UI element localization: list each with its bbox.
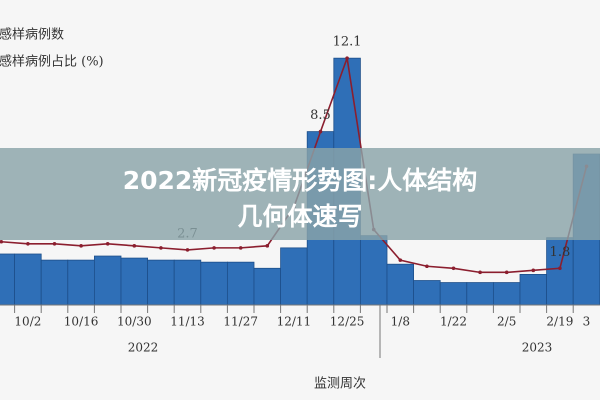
point xyxy=(451,266,456,271)
year-label: 2023 xyxy=(522,341,553,355)
bar xyxy=(14,253,42,306)
x-tick-label: 2/5 xyxy=(497,315,516,329)
bar xyxy=(40,259,69,306)
point xyxy=(318,129,323,134)
bar xyxy=(67,259,95,306)
point xyxy=(26,242,30,246)
bar xyxy=(226,261,255,306)
bar xyxy=(466,282,494,306)
point xyxy=(159,246,163,250)
legend-entry: 流感样病例数 xyxy=(0,27,64,43)
banner-background xyxy=(0,148,600,240)
x-tick-label: 10/2 xyxy=(14,315,41,329)
bar xyxy=(519,273,548,306)
x-tick-label: 10/30 xyxy=(117,315,152,329)
x-tick-label: 11/27 xyxy=(223,315,258,329)
point xyxy=(132,244,137,248)
bar xyxy=(413,280,441,306)
x-axis-title: 监测周次 xyxy=(314,376,366,392)
legend-entry: 流感样病例占比 (%) xyxy=(0,54,104,70)
x-tick-label: 1/8 xyxy=(391,315,410,329)
year-label: 2022 xyxy=(128,341,159,355)
x-tick-label: 2/19 xyxy=(546,315,573,329)
point xyxy=(185,248,190,252)
x-tick-label: 1/22 xyxy=(440,315,467,329)
point xyxy=(558,266,562,271)
bar xyxy=(94,255,122,306)
data-label: 8.5 xyxy=(310,108,331,123)
point xyxy=(52,242,57,246)
banner-title: 2022新冠疫情形势图:人体结构 xyxy=(123,166,478,195)
bar xyxy=(359,235,388,306)
x-tick-label: 10/16 xyxy=(64,315,99,329)
point xyxy=(212,246,216,250)
banner-title: 几何体速写 xyxy=(237,202,362,231)
x-tick-label: 3 xyxy=(583,315,591,329)
data-label: 12.1 xyxy=(333,35,362,50)
point xyxy=(345,56,349,60)
x-tick-label: 12/11 xyxy=(277,315,312,329)
x-tick-label: 11/13 xyxy=(170,315,205,329)
bar xyxy=(546,237,574,306)
bar xyxy=(253,267,282,306)
point xyxy=(398,258,403,262)
data-label: 1.8 xyxy=(550,245,571,260)
point xyxy=(425,264,429,269)
bar xyxy=(147,259,175,306)
bar xyxy=(280,247,308,306)
point xyxy=(79,244,83,248)
point xyxy=(0,239,4,244)
point xyxy=(478,270,482,275)
bar xyxy=(492,282,521,306)
bar xyxy=(439,282,468,306)
point xyxy=(265,244,270,248)
bar xyxy=(0,253,16,306)
bar xyxy=(173,259,202,306)
bar xyxy=(386,263,415,306)
bar xyxy=(200,261,228,306)
bar xyxy=(120,257,149,306)
point xyxy=(238,246,243,250)
x-tick-label: 12/25 xyxy=(330,315,365,329)
point xyxy=(504,270,509,275)
point xyxy=(531,268,536,273)
point xyxy=(105,242,110,246)
